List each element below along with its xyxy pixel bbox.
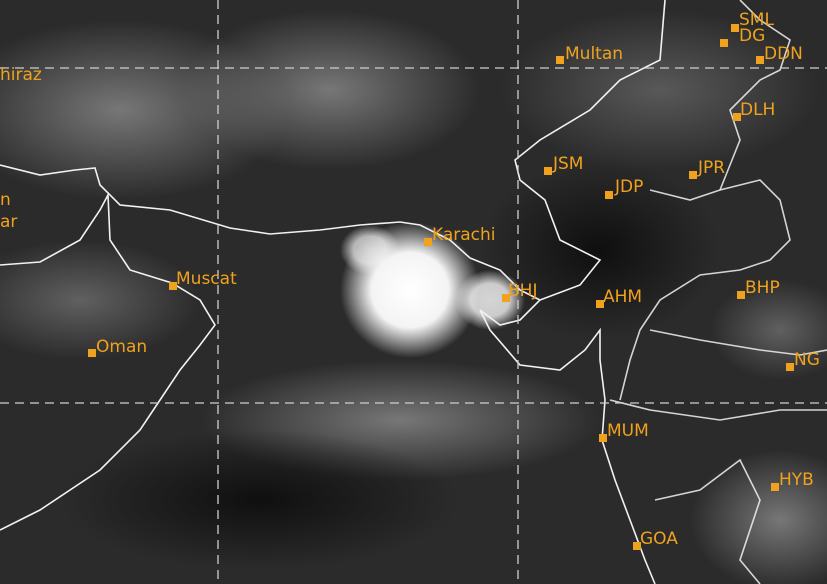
place-marker	[731, 24, 739, 32]
place-marker	[756, 56, 764, 64]
place-marker	[599, 434, 607, 442]
place-marker	[169, 282, 177, 290]
place-label: hiraz	[0, 65, 42, 85]
place-marker	[544, 167, 552, 175]
place-marker	[605, 191, 613, 199]
place-label: Muscat	[176, 269, 237, 289]
place-marker	[556, 56, 564, 64]
place-label: AHM	[603, 287, 642, 307]
place-label: JSM	[552, 154, 583, 174]
place-marker	[689, 171, 697, 179]
place-label: Multan	[565, 44, 623, 64]
place-marker	[502, 294, 510, 302]
place-label: HYB	[779, 470, 814, 490]
place-label: DLH	[740, 100, 775, 120]
place-marker	[424, 238, 432, 246]
place-label: Oman	[96, 337, 147, 357]
place-marker	[733, 113, 741, 121]
place-marker	[720, 39, 728, 47]
place-label: DG	[739, 26, 765, 46]
place-label: JPR	[697, 158, 725, 178]
place-label: ar	[0, 212, 17, 232]
place-label: Karachi	[432, 225, 496, 245]
place-marker	[596, 300, 604, 308]
place-marker	[633, 542, 641, 550]
place-marker	[88, 349, 96, 357]
place-label: SML	[739, 10, 774, 30]
place-label: NG	[794, 350, 820, 370]
place-label: MUM	[607, 421, 649, 441]
place-marker	[771, 483, 779, 491]
place-marker	[786, 363, 794, 371]
place-marker	[737, 291, 745, 299]
place-label: BHP	[745, 278, 780, 298]
place-label: BHJ	[508, 281, 537, 301]
place-label: GOA	[640, 529, 678, 549]
place-label: DDN	[764, 44, 803, 64]
place-label: JDP	[614, 177, 643, 197]
place-label: n	[0, 190, 11, 210]
